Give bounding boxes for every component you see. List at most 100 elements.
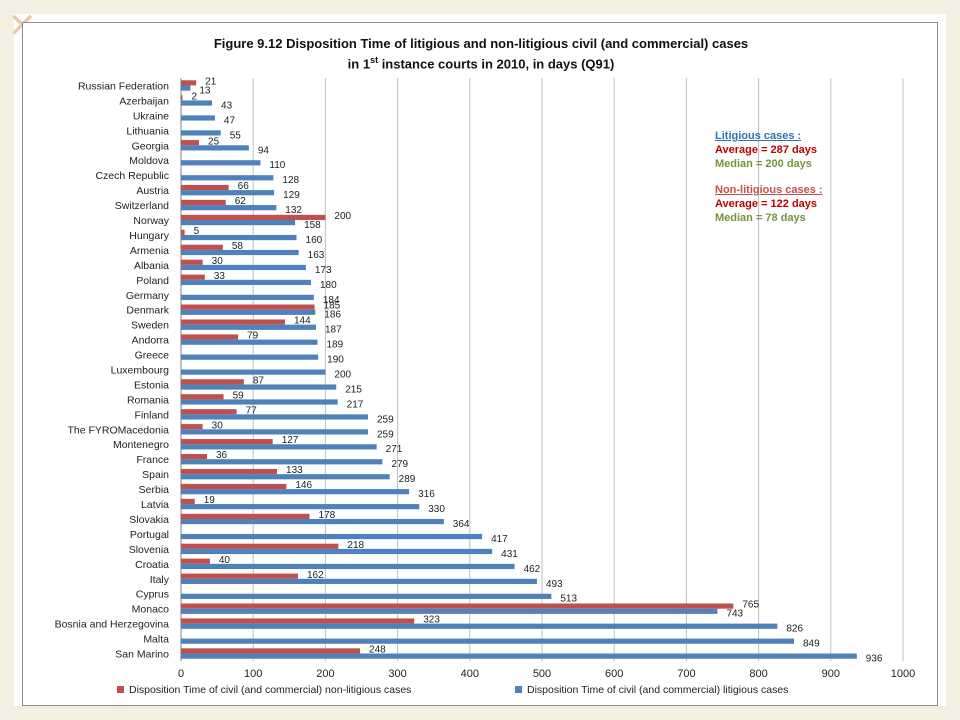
litigious-data-label: 330 <box>428 504 445 515</box>
litigious-data-label: 43 <box>221 100 233 111</box>
x-tick-label: 300 <box>388 668 406 680</box>
litigious-data-label: 259 <box>377 414 394 425</box>
litigious-bar <box>181 175 274 181</box>
category-label: Croatia <box>135 559 169 571</box>
category-label: Malta <box>143 634 169 646</box>
litigious-bar <box>181 234 297 241</box>
category-label: Finland <box>135 409 170 421</box>
category-label: Romania <box>127 394 169 406</box>
litigious-data-label: 190 <box>327 355 344 366</box>
category-label: Switzerland <box>115 200 169 212</box>
category-label: Albania <box>134 260 169 272</box>
litigious-data-label: 316 <box>418 489 435 500</box>
non-litigious-bar <box>181 140 200 146</box>
non-litigious-bar <box>181 95 183 101</box>
category-label: Russian Federation <box>78 80 169 92</box>
litigious-data-label: 47 <box>224 115 236 126</box>
litigious-bar <box>181 190 275 196</box>
litigious-bar <box>181 115 215 121</box>
legend-label-non-litigious: Disposition Time of civil (and commercia… <box>129 684 411 696</box>
non-litigious-bar <box>181 409 237 415</box>
non-litigious-bar <box>181 558 210 564</box>
category-label: Latvia <box>141 499 169 511</box>
litigious-data-label: 743 <box>726 609 743 620</box>
category-label: Serbia <box>139 484 170 496</box>
non-litigious-bar <box>181 214 326 221</box>
category-label: The FYROMacedonia <box>67 424 169 436</box>
litigious-bar <box>181 459 383 465</box>
non-litigious-data-label: 248 <box>369 645 386 656</box>
non-litigious-bar <box>181 618 415 624</box>
litigious-data-label: 94 <box>258 145 270 156</box>
x-tick-label: 500 <box>533 668 551 680</box>
non-litigious-data-label: 58 <box>232 241 244 252</box>
litigious-bar <box>181 279 311 286</box>
category-label: Czech Republic <box>95 170 169 182</box>
category-label: Moldova <box>129 155 169 167</box>
non-litigious-data-label: 323 <box>423 615 440 626</box>
category-label: Sweden <box>131 320 169 332</box>
litigious-data-label: 110 <box>269 160 285 171</box>
non-litigious-bar <box>181 483 287 490</box>
non-litigious-bar <box>181 513 310 519</box>
non-litigious-bar <box>181 394 224 400</box>
category-label: San Marino <box>115 649 169 661</box>
litigious-bar <box>181 638 794 644</box>
litigious-data-label: 259 <box>377 429 394 440</box>
litigious-bar <box>181 100 213 106</box>
chart-title: Figure 9.12 Disposition Time of litigiou… <box>23 35 939 72</box>
non-litigious-bar <box>181 244 223 250</box>
litigious-data-label: 364 <box>453 519 470 530</box>
non-litigious-bar <box>181 648 361 654</box>
litigious-data-label: 184 <box>323 295 340 306</box>
category-label: Poland <box>136 275 169 287</box>
litigious-bar <box>181 205 277 211</box>
litigious-data-label: 173 <box>315 265 332 276</box>
litigious-bar <box>181 474 390 480</box>
non-litigious-bar <box>181 468 278 475</box>
litigious-data-label: 271 <box>386 444 403 455</box>
x-tick-label: 400 <box>461 668 479 680</box>
category-label: Denmark <box>126 305 169 317</box>
litigious-bar <box>181 220 296 226</box>
x-tick-label: 1000 <box>891 668 915 680</box>
litigious-bar <box>181 518 444 525</box>
non-litigious-bar <box>181 199 226 206</box>
non-litigious-data-label: 30 <box>212 420 224 431</box>
litigious-data-label: 279 <box>391 459 408 470</box>
litigious-data-label: 513 <box>560 594 577 605</box>
litigious-bar <box>181 623 778 629</box>
litigious-data-label: 493 <box>546 579 563 590</box>
litigious-bar <box>181 578 537 584</box>
litigious-data-label: 936 <box>866 654 883 665</box>
title-line2-post: instance courts in 2010, in days (Q91) <box>378 56 615 72</box>
litigious-bar <box>181 309 316 315</box>
x-tick-label: 200 <box>316 668 334 680</box>
litigious-bar <box>181 294 314 300</box>
category-label: Armenia <box>130 245 169 257</box>
non-litigious-bar <box>181 229 185 235</box>
litigious-bar <box>181 339 318 345</box>
litigious-bar <box>181 369 326 375</box>
category-label: Cyprus <box>136 589 169 601</box>
category-label: Italy <box>150 574 170 586</box>
non-litigious-data-label: 144 <box>294 316 311 327</box>
legend-swatch-litigious <box>515 686 522 693</box>
litigious-bar <box>181 563 515 570</box>
litigious-average: Average = 287 days <box>715 144 818 156</box>
litigious-bar <box>181 354 319 360</box>
litigious-data-label: 180 <box>320 280 337 291</box>
litigious-data-label: 13 <box>199 85 211 96</box>
litigious-bar <box>181 249 299 256</box>
nonlitigious-median: Median = 78 days <box>715 212 806 224</box>
non-litigious-bar <box>181 274 205 280</box>
non-litigious-bar <box>181 573 298 579</box>
litigious-bar <box>181 85 191 91</box>
category-label: France <box>136 454 169 466</box>
non-litigious-data-label: 40 <box>219 555 231 566</box>
chart-title-line1: Figure 9.12 Disposition Time of litigiou… <box>213 36 749 51</box>
non-litigious-data-label: 19 <box>204 495 216 506</box>
non-litigious-data-label: 79 <box>247 331 259 342</box>
non-litigious-data-label: 127 <box>282 435 299 446</box>
non-litigious-data-label: 185 <box>324 301 341 312</box>
